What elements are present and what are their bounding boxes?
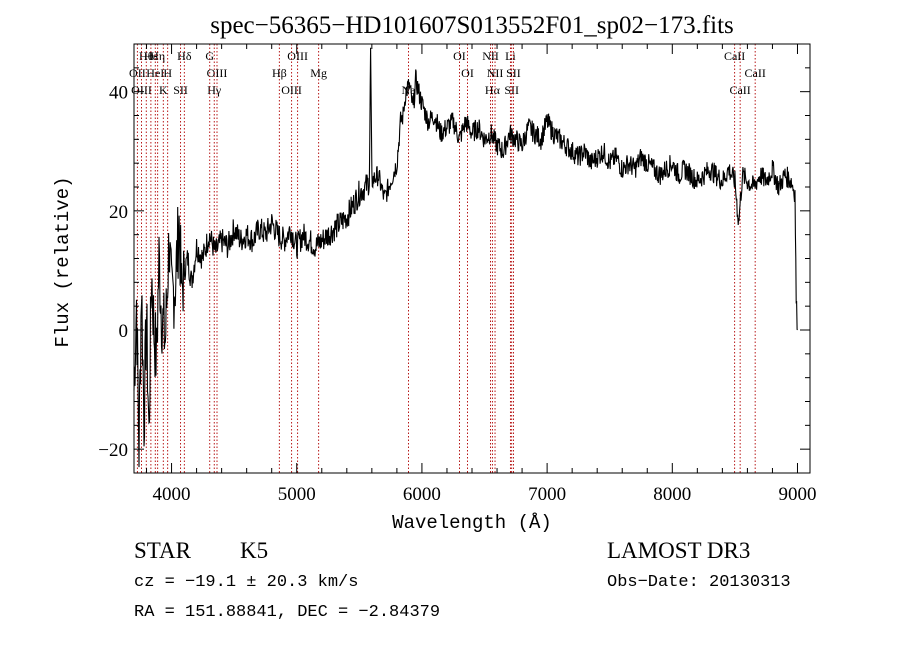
y-tick-label: 20 — [109, 202, 128, 223]
line-marker-label: Mg — [310, 66, 327, 80]
x-tick-label: 6000 — [403, 484, 441, 505]
line-marker-label: Hθ — [139, 49, 154, 63]
x-tick-label: 4000 — [153, 484, 191, 505]
line-marker-label: Hβ — [272, 66, 287, 80]
line-marker-label: OI — [461, 66, 474, 80]
line-marker-label: CaII — [729, 83, 750, 97]
line-marker-label: OIII — [287, 49, 308, 63]
line-marker-label: SII — [504, 83, 519, 97]
x-tick-label: 7000 — [528, 484, 566, 505]
spectral-subclass: K5 — [240, 538, 269, 563]
line-marker-label: Hδ — [177, 49, 192, 63]
chart-title: spec−56365−HD101607S013552F01_sp02−173.f… — [210, 12, 734, 39]
line-marker-label: NII — [487, 66, 504, 80]
line-marker-label: K — [159, 83, 168, 97]
line-marker-label: CaII — [724, 49, 745, 63]
y-tick-label: −20 — [98, 440, 128, 461]
line-marker-label: SII — [506, 66, 521, 80]
spectrum-line — [133, 47, 798, 468]
line-marker-label: CaII — [745, 66, 766, 80]
line-marker-label: Hγ — [207, 83, 222, 97]
object-class: STAR — [134, 538, 191, 563]
line-marker-label: Hα — [485, 83, 501, 97]
line-marker-label: OIII — [131, 83, 152, 97]
obs-date: Obs−Date: 20130313 — [607, 573, 791, 592]
line-marker-label: OIII — [281, 83, 302, 97]
line-marker-label: G — [205, 49, 214, 63]
plot-frame — [133, 43, 811, 474]
plot-area: HθOIIOIIIHεHeIKHηHSIIHδOIIIHγGHβOIIIOIII… — [98, 43, 816, 505]
line-marker-label: Hε — [144, 49, 158, 63]
line-marker-label: NII — [482, 49, 499, 63]
line-marker-label: Na — [402, 83, 417, 97]
x-tick-label: 5000 — [278, 484, 316, 505]
x-tick-label: 9000 — [778, 484, 816, 505]
x-tick-label: 8000 — [653, 484, 691, 505]
line-marker-label: Hη — [150, 49, 165, 63]
spectrum-chart: spec−56365−HD101607S013552F01_sp02−173.f… — [52, 12, 816, 534]
survey-name: LAMOST DR3 — [607, 538, 751, 563]
y-tick-label: 0 — [119, 321, 129, 342]
y-tick-label: 40 — [109, 83, 128, 104]
line-marker-label: OI — [453, 49, 466, 63]
x-axis-label: Wavelength (Å) — [392, 512, 552, 534]
line-marker-label: Li — [505, 49, 516, 63]
y-axis-label: Flux (relative) — [52, 176, 74, 347]
line-marker-label: H — [163, 66, 172, 80]
redshift-text: cz = −19.1 ± 20.3 km/s — [134, 573, 359, 592]
line-marker-label: HeI — [146, 66, 164, 80]
line-marker-label: OIII — [207, 66, 228, 80]
ra-dec-text: RA = 151.88841, DEC = −2.84379 — [134, 603, 441, 622]
line-marker-label: SII — [173, 83, 188, 97]
